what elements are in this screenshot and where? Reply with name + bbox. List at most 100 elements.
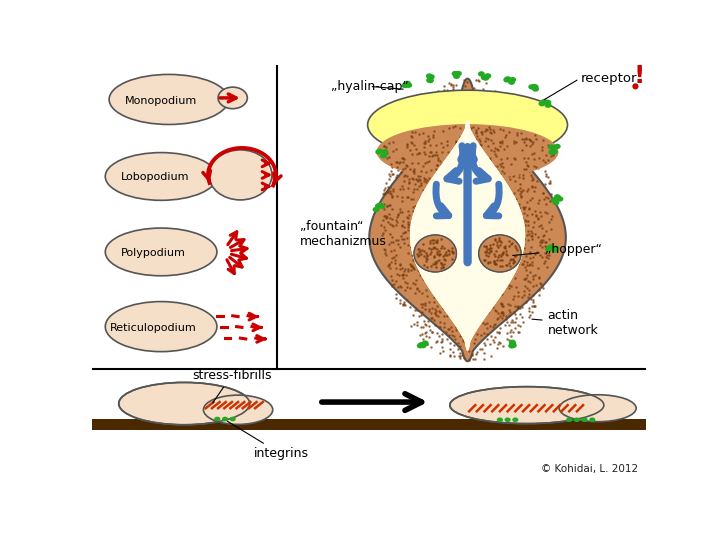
Ellipse shape: [119, 382, 250, 425]
Ellipse shape: [368, 90, 567, 159]
Ellipse shape: [417, 343, 423, 348]
Ellipse shape: [215, 417, 220, 421]
Ellipse shape: [414, 235, 456, 272]
Ellipse shape: [509, 77, 516, 83]
Bar: [92, 419, 647, 430]
Ellipse shape: [531, 84, 537, 90]
Ellipse shape: [548, 144, 554, 150]
Ellipse shape: [485, 73, 491, 78]
Ellipse shape: [512, 417, 518, 422]
FancyArrowPatch shape: [436, 184, 449, 216]
Ellipse shape: [566, 417, 572, 422]
Ellipse shape: [544, 100, 552, 105]
Ellipse shape: [426, 77, 433, 83]
Ellipse shape: [204, 395, 273, 424]
Ellipse shape: [405, 83, 413, 88]
Ellipse shape: [482, 76, 489, 81]
Text: Reticulopodium: Reticulopodium: [110, 323, 197, 333]
Ellipse shape: [553, 246, 559, 251]
Text: integrins: integrins: [228, 421, 308, 461]
Ellipse shape: [505, 76, 511, 82]
Ellipse shape: [508, 343, 515, 348]
Text: actin
network: actin network: [532, 309, 598, 337]
Ellipse shape: [427, 78, 434, 83]
Ellipse shape: [420, 343, 427, 348]
Ellipse shape: [105, 153, 217, 200]
Ellipse shape: [551, 197, 558, 202]
Text: © Kohidai, L. 2012: © Kohidai, L. 2012: [541, 464, 639, 474]
Text: Monopodium: Monopodium: [125, 96, 197, 106]
Ellipse shape: [552, 200, 559, 205]
Text: Lobopodium: Lobopodium: [121, 172, 189, 182]
Ellipse shape: [479, 235, 521, 272]
Ellipse shape: [539, 101, 546, 106]
Ellipse shape: [545, 247, 552, 252]
Text: Polypodium: Polypodium: [121, 248, 186, 258]
Text: „fountain“
mechanizmus: „fountain“ mechanizmus: [300, 220, 387, 248]
Ellipse shape: [105, 228, 217, 276]
Ellipse shape: [574, 417, 580, 422]
Ellipse shape: [582, 417, 588, 422]
Ellipse shape: [557, 196, 563, 201]
Ellipse shape: [632, 83, 639, 90]
Ellipse shape: [450, 387, 604, 423]
Ellipse shape: [544, 103, 552, 108]
Ellipse shape: [377, 124, 559, 179]
FancyArrowPatch shape: [447, 146, 463, 181]
Ellipse shape: [222, 417, 228, 421]
FancyArrowPatch shape: [487, 184, 499, 216]
Ellipse shape: [497, 417, 503, 422]
Ellipse shape: [404, 80, 411, 86]
Polygon shape: [410, 120, 525, 351]
Text: „hyalin-cap“: „hyalin-cap“: [330, 80, 408, 93]
Ellipse shape: [509, 340, 516, 345]
Ellipse shape: [422, 340, 428, 346]
Polygon shape: [410, 120, 525, 351]
Ellipse shape: [230, 417, 235, 421]
Ellipse shape: [426, 73, 433, 79]
Ellipse shape: [541, 99, 548, 104]
Ellipse shape: [528, 84, 535, 90]
Ellipse shape: [105, 301, 217, 352]
Ellipse shape: [404, 82, 410, 87]
Ellipse shape: [402, 83, 408, 88]
Ellipse shape: [451, 71, 459, 76]
Ellipse shape: [559, 395, 636, 422]
Ellipse shape: [531, 84, 539, 90]
Ellipse shape: [372, 207, 379, 212]
Text: receptor: receptor: [581, 72, 637, 85]
Ellipse shape: [218, 87, 248, 109]
Ellipse shape: [554, 144, 561, 149]
Text: !: !: [633, 64, 644, 87]
Ellipse shape: [509, 341, 516, 347]
Ellipse shape: [428, 74, 435, 79]
Ellipse shape: [508, 79, 515, 85]
Ellipse shape: [551, 149, 558, 154]
Ellipse shape: [532, 86, 539, 92]
Ellipse shape: [552, 247, 558, 253]
FancyArrowPatch shape: [472, 146, 488, 181]
Ellipse shape: [418, 342, 425, 347]
Ellipse shape: [547, 245, 554, 249]
Ellipse shape: [554, 194, 561, 200]
Polygon shape: [369, 79, 566, 361]
Ellipse shape: [375, 203, 382, 208]
Text: stress-fibrills: stress-fibrills: [192, 369, 271, 403]
Ellipse shape: [414, 235, 456, 272]
Ellipse shape: [589, 417, 595, 422]
Ellipse shape: [209, 150, 272, 200]
Ellipse shape: [455, 71, 462, 76]
Ellipse shape: [382, 149, 389, 154]
Ellipse shape: [380, 153, 387, 159]
Ellipse shape: [377, 202, 384, 208]
Ellipse shape: [375, 150, 382, 155]
Ellipse shape: [549, 150, 555, 155]
Ellipse shape: [481, 75, 487, 80]
Ellipse shape: [379, 204, 385, 209]
Ellipse shape: [478, 71, 485, 77]
Ellipse shape: [503, 77, 510, 83]
Polygon shape: [410, 120, 525, 351]
Ellipse shape: [109, 75, 228, 125]
Text: „hopper“: „hopper“: [513, 243, 601, 256]
Ellipse shape: [479, 235, 521, 272]
